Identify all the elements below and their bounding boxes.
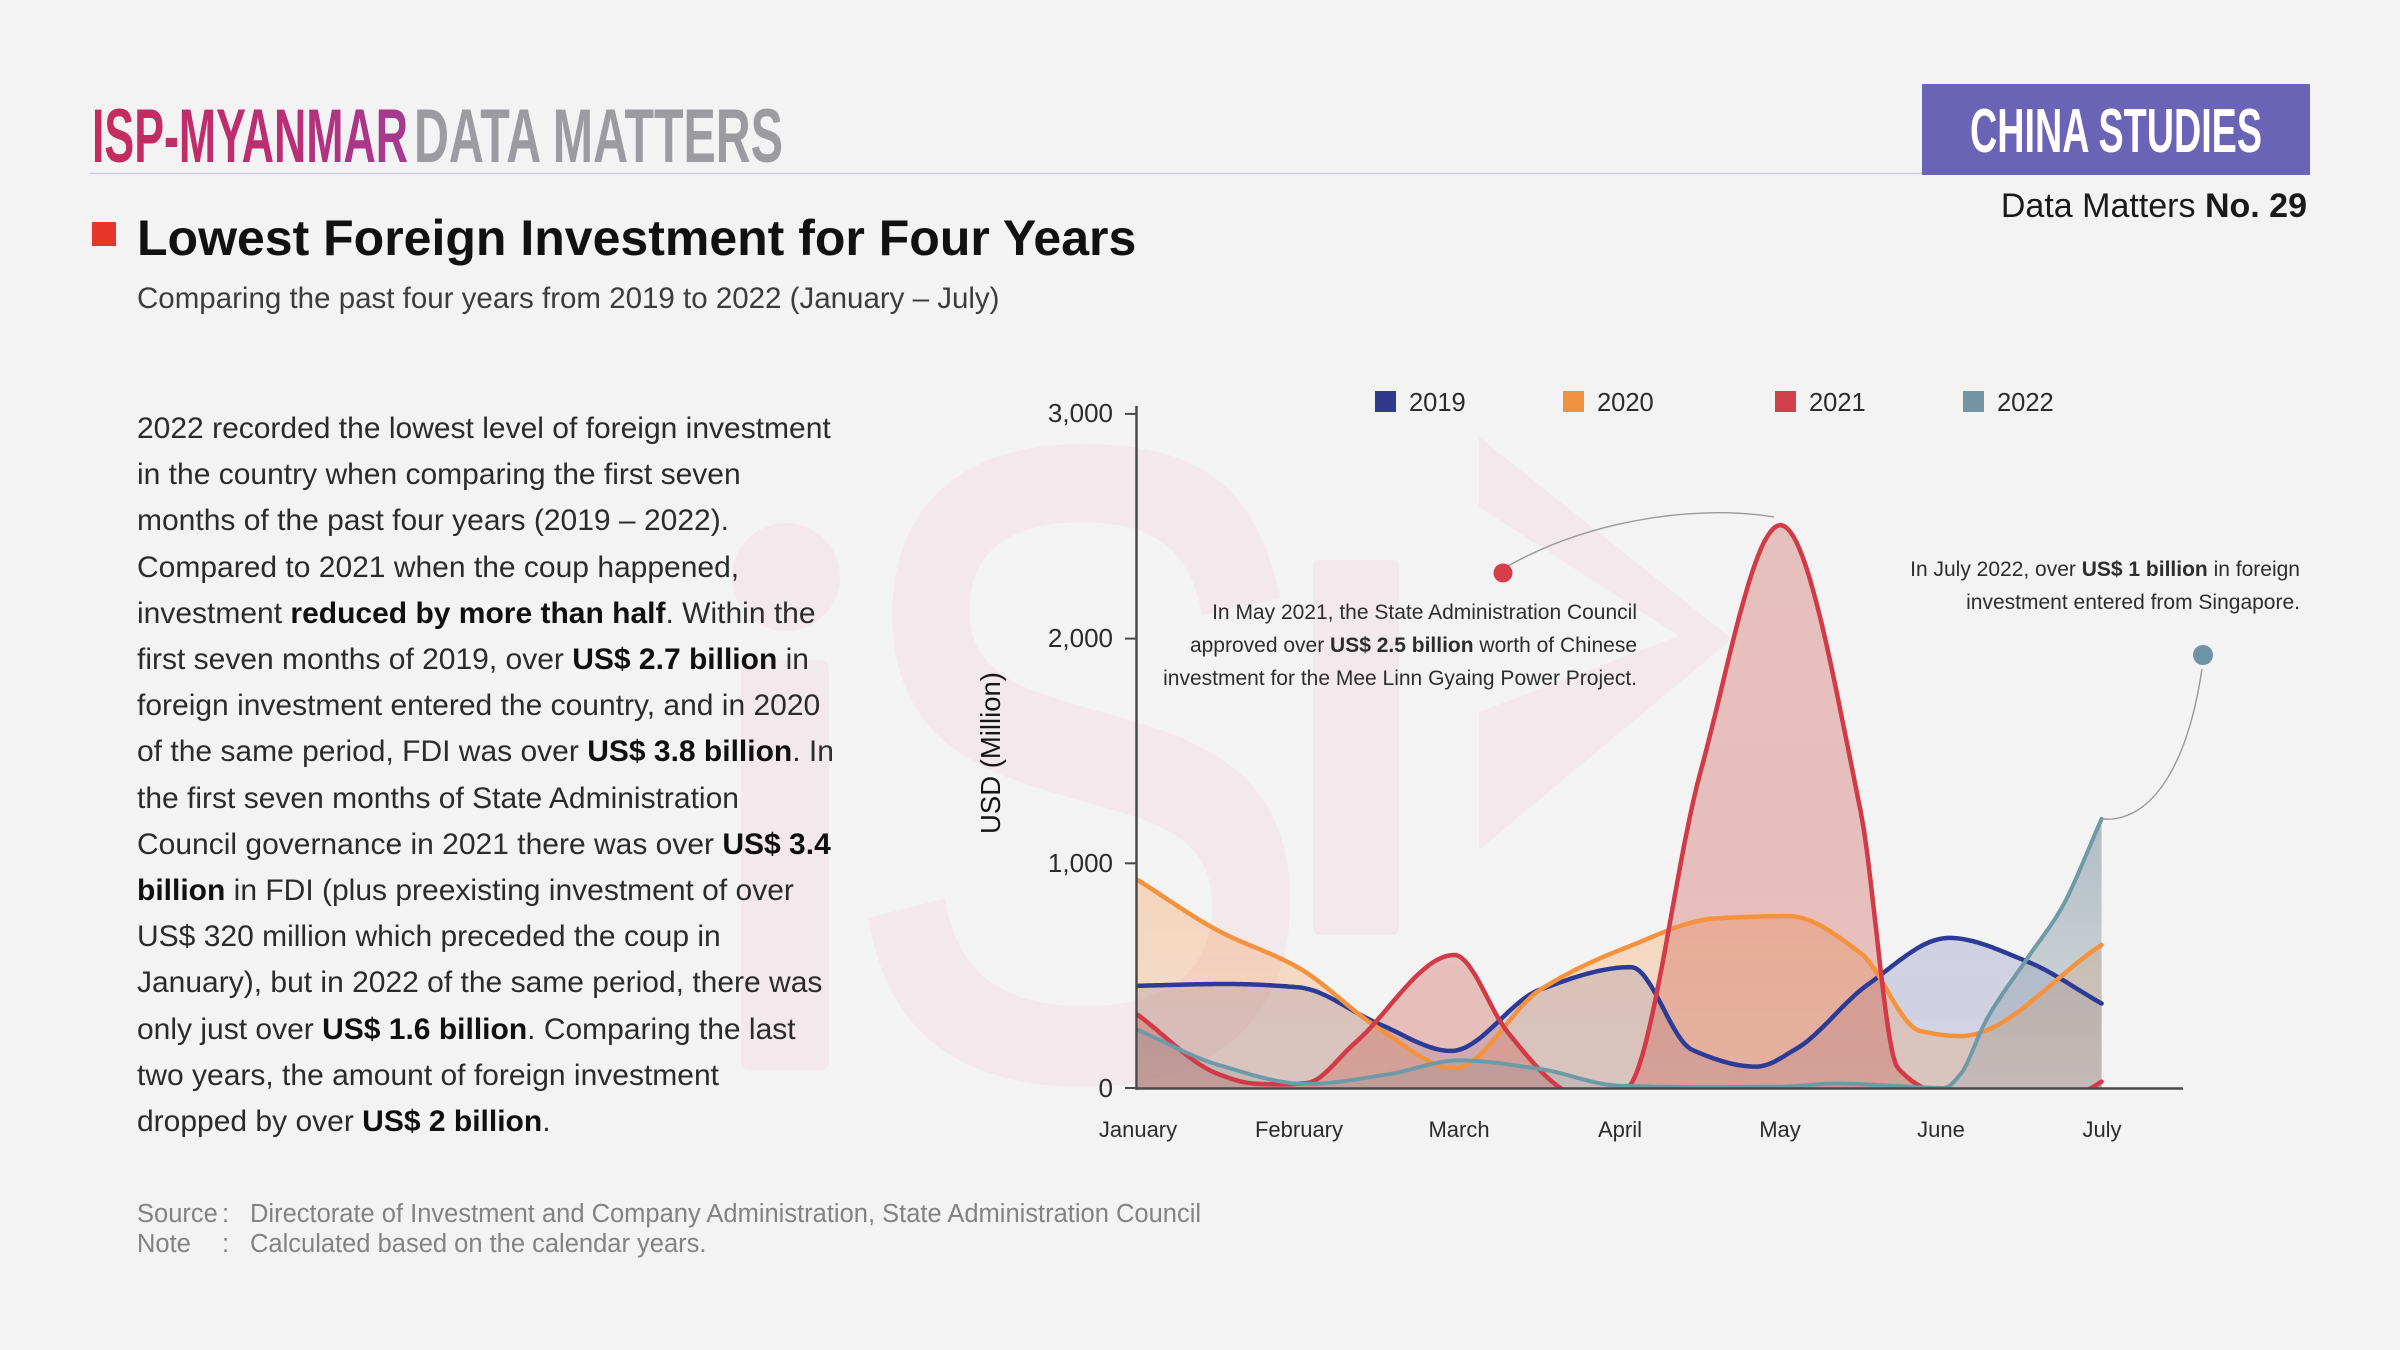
- svg-text:2,000: 2,000: [1048, 623, 1113, 653]
- svg-text:first seven months of 2019, ov: first seven months of 2019, over US$ 2.7…: [137, 643, 809, 676]
- svg-text:2022: 2022: [1997, 389, 2054, 417]
- svg-text:only just over US$ 1.6 billion: only just over US$ 1.6 billion. Comparin…: [137, 1013, 796, 1046]
- svg-text:March: March: [1428, 1117, 1489, 1142]
- svg-text:In July 2022, over US$ 1 billi: In July 2022, over US$ 1 billion in fore…: [1910, 558, 2300, 581]
- svg-text::: :: [222, 1200, 229, 1228]
- svg-text:dropped by over US$ 2 billion.: dropped by over US$ 2 billion.: [137, 1105, 551, 1138]
- svg-text:2021: 2021: [1809, 389, 1866, 417]
- svg-text:of the same period, FDI was ov: of the same period, FDI was over US$ 3.8…: [137, 735, 834, 768]
- svg-text:Council governance in 2021 the: Council governance in 2021 there was ove…: [137, 828, 831, 861]
- svg-text:Compared to 2021 when the coup: Compared to 2021 when the coup happened,: [137, 551, 739, 584]
- svg-text:S: S: [844, 269, 1316, 1257]
- svg-text:1,000: 1,000: [1048, 848, 1113, 878]
- svg-text:investment entered from Singap: investment entered from Singapore.: [1966, 591, 2300, 614]
- svg-text:Note: Note: [137, 1230, 191, 1258]
- svg-text:0: 0: [1099, 1073, 1113, 1103]
- svg-text:Directorate of Investment and: Directorate of Investment and Company Ad…: [250, 1200, 1201, 1228]
- svg-text:January: January: [1099, 1117, 1177, 1142]
- svg-text:February: February: [1255, 1117, 1343, 1142]
- svg-text:May: May: [1759, 1117, 1801, 1142]
- svg-text:approved over US$ 2.5 billion: approved over US$ 2.5 billion worth of C…: [1190, 634, 1637, 657]
- svg-text:foreign investment entered the: foreign investment entered the country, …: [137, 689, 820, 722]
- svg-text:in the country when comparing: in the country when comparing the first …: [137, 458, 741, 491]
- svg-text:Comparing the past four years: Comparing the past four years from 2019 …: [137, 282, 1000, 315]
- svg-text:USD (Million): USD (Million): [975, 672, 1006, 834]
- svg-text:July: July: [2082, 1117, 2121, 1142]
- svg-text:two years, the amount of forei: two years, the amount of foreign investm…: [137, 1059, 720, 1092]
- svg-text:Calculated based on the calend: Calculated based on the calendar years.: [250, 1230, 706, 1258]
- svg-text:3,000: 3,000: [1048, 398, 1113, 428]
- svg-text::: :: [222, 1230, 229, 1258]
- svg-text:CHINA STUDIES: CHINA STUDIES: [1970, 97, 2262, 166]
- svg-text:DATA MATTERS: DATA MATTERS: [414, 94, 783, 179]
- svg-text:billion in FDI (plus preexisti: billion in FDI (plus preexisting investm…: [137, 874, 794, 907]
- svg-text:Data Matters No. 29: Data Matters No. 29: [2001, 187, 2307, 225]
- svg-text:the first seven months of Stat: the first seven months of State Administ…: [137, 782, 739, 815]
- svg-text:In May 2021, the State Adminis: In May 2021, the State Administration Co…: [1212, 601, 1637, 624]
- svg-text:January), but in 2022 of the s: January), but in 2022 of the same period…: [137, 966, 822, 999]
- svg-text:June: June: [1917, 1117, 1965, 1142]
- svg-text:2019: 2019: [1409, 389, 1466, 417]
- svg-text:Source: Source: [137, 1200, 218, 1228]
- svg-text:April: April: [1598, 1117, 1642, 1142]
- svg-text:investment reduced by more tha: investment reduced by more than half. Wi…: [137, 597, 816, 630]
- svg-text:Lowest Foreign Investment for: Lowest Foreign Investment for Four Years: [137, 210, 1136, 266]
- svg-text:ISP-MYANMAR: ISP-MYANMAR: [92, 94, 408, 179]
- svg-text:investment for the Mee Linn Gy: investment for the Mee Linn Gyaing Power…: [1163, 667, 1637, 690]
- svg-text:months of the past four years: months of the past four years (2019 – 20…: [137, 504, 729, 537]
- svg-text:US$ 320 million which preceded: US$ 320 million which preceded the coup …: [137, 920, 721, 953]
- svg-text:2022 recorded the lowest level: 2022 recorded the lowest level of foreig…: [137, 412, 831, 445]
- svg-text:2020: 2020: [1597, 389, 1654, 417]
